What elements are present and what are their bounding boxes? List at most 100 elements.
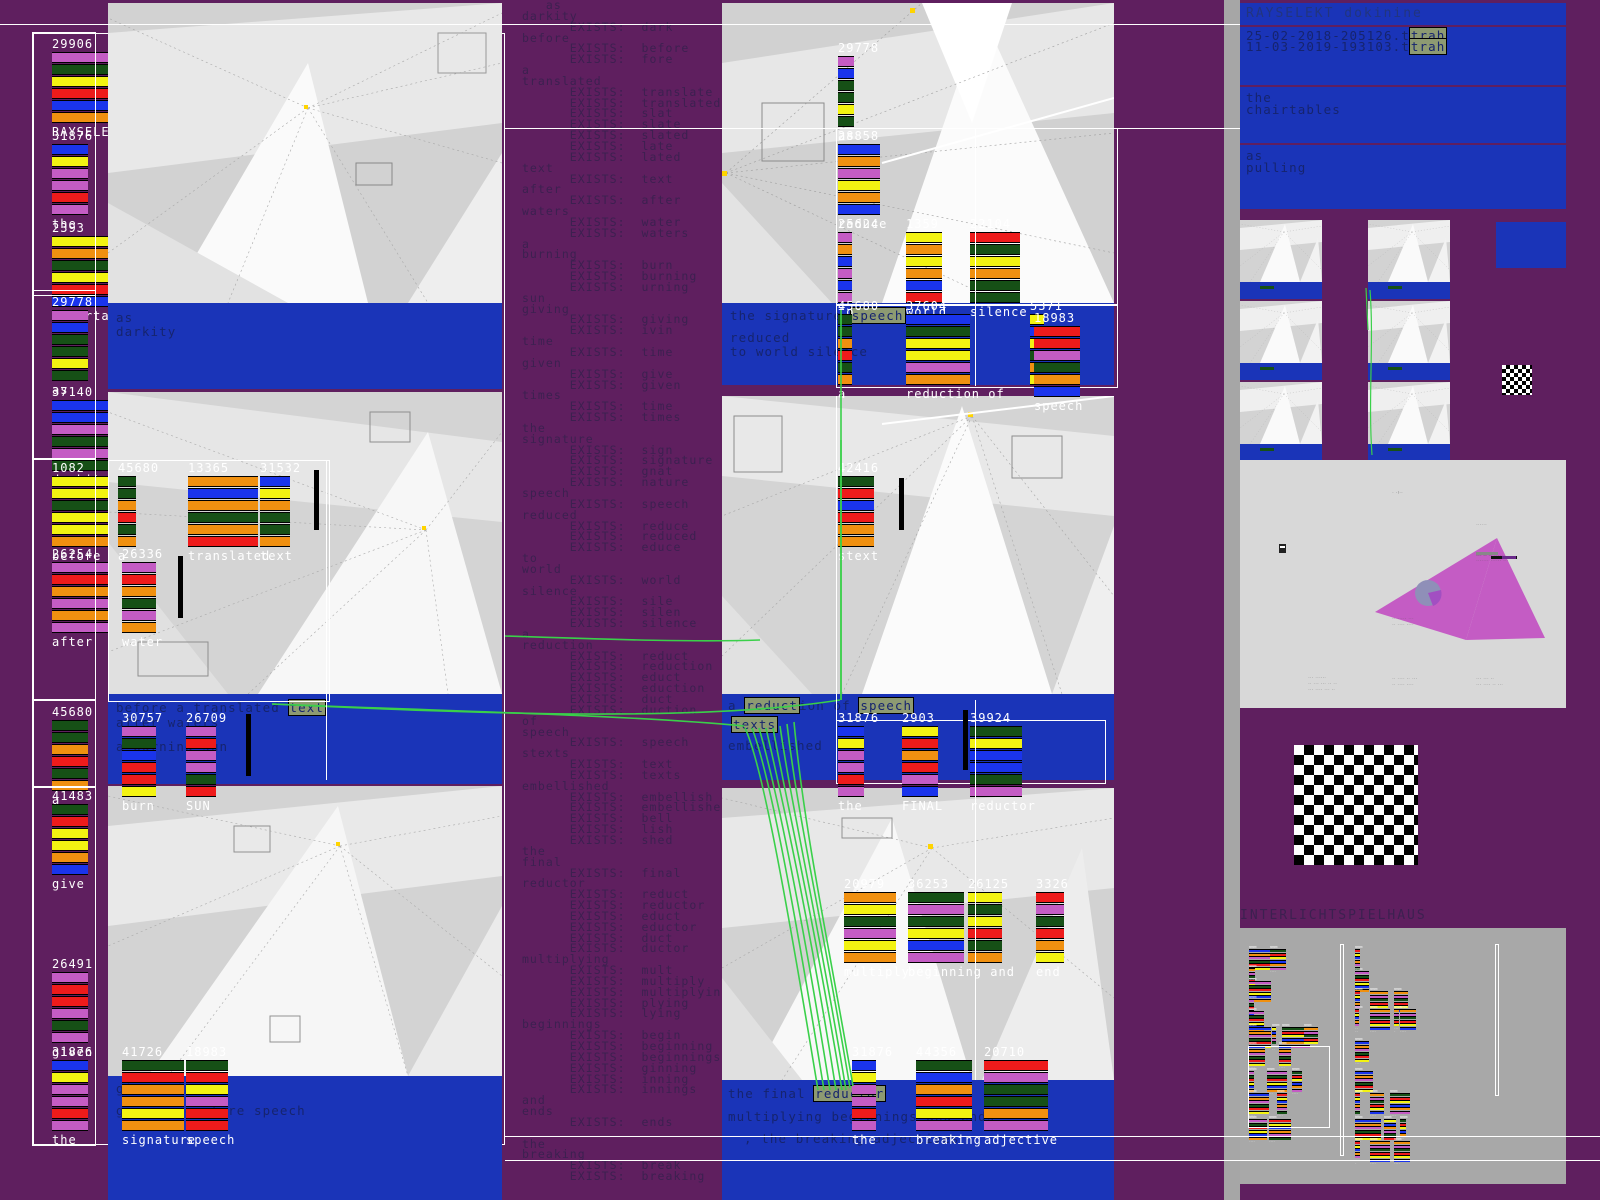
swatch-group-number: 26125 bbox=[968, 877, 1010, 891]
swatch-group[interactable]: 20710 adjective bbox=[984, 1046, 1058, 1147]
swatch-bar bbox=[186, 750, 216, 761]
swatch-bar bbox=[838, 762, 864, 773]
swatch-group[interactable]: 13365 translated bbox=[188, 462, 270, 563]
center-image-panel-2[interactable] bbox=[722, 396, 1114, 694]
swatch-group[interactable]: 41726 signature bbox=[122, 1046, 196, 1147]
swatch-group[interactable]: 31532 text bbox=[260, 462, 301, 563]
swatch-bar bbox=[844, 952, 896, 963]
swatch-group[interactable]: 28858 reduce bbox=[838, 130, 887, 231]
word-exists-list[interactable]: as darkity EXISTS: dark before EXISTS: b… bbox=[521, 0, 721, 1184]
left-image-panel-1[interactable] bbox=[108, 3, 502, 303]
swatch-group-label: multiply bbox=[844, 965, 910, 979]
swatch-group-number: 5371 bbox=[1030, 299, 1063, 313]
swatch-bar bbox=[186, 1108, 228, 1119]
tiny-figure-icon bbox=[1279, 544, 1286, 553]
caption-line: as bbox=[1246, 148, 1264, 163]
swatch-bar bbox=[52, 322, 88, 333]
swatch-bar bbox=[52, 296, 124, 307]
mini-layout-panel[interactable]: 00000----00000----00000----00000----0000… bbox=[1240, 928, 1566, 1184]
swatch-group[interactable]: 31876 the bbox=[852, 1046, 893, 1147]
swatch-bar bbox=[902, 762, 938, 773]
caption-tag[interactable]: speech bbox=[858, 697, 915, 714]
swatch-group[interactable]: 42416 stext bbox=[838, 462, 879, 563]
sidebar[interactable]: 29906 RAYSELEKT 31876 the 2393 chairtable 2977… bbox=[48, 0, 133, 1200]
swatch-bar bbox=[916, 1060, 972, 1071]
swatch-bar bbox=[838, 774, 864, 785]
swatch-bar bbox=[908, 916, 964, 927]
swatch-bar bbox=[52, 1008, 88, 1019]
right-side-strip-panel[interactable] bbox=[1496, 222, 1566, 268]
swatch-group[interactable]: 26709 SUN bbox=[186, 712, 227, 813]
right-thumbnail-grid[interactable] bbox=[1240, 220, 1530, 461]
right-doc-panel[interactable]: 25-02-2018-205126.ttrah 11-03-2019-19310… bbox=[1240, 27, 1566, 85]
swatch-group[interactable]: 18983 speech bbox=[1034, 312, 1083, 413]
sidebar-group-rayselekt[interactable]: 29906 RAYSELEKT bbox=[52, 38, 126, 139]
swatch-group[interactable]: 22104 silence bbox=[970, 218, 1028, 319]
swatch-bar bbox=[122, 786, 156, 797]
caption-tag[interactable]: speech bbox=[849, 307, 906, 324]
mini-panel-title: INTERLICHTSPIELHAUS bbox=[1240, 908, 1427, 923]
sidebar-group-the[interactable]: 31876 the bbox=[52, 130, 93, 231]
swatch-group[interactable]: 26336 water bbox=[122, 548, 163, 649]
swatch-bars bbox=[52, 971, 93, 1044]
swatch-bar bbox=[970, 244, 1020, 255]
swatch-group[interactable]: 31876 the bbox=[838, 712, 879, 813]
swatch-group[interactable]: 20979 multiply bbox=[844, 878, 910, 979]
left-image-panel-2[interactable] bbox=[108, 392, 502, 694]
swatch-group[interactable]: 1359 world bbox=[906, 218, 947, 319]
swatch-bar bbox=[188, 500, 258, 511]
thumbnail-cell[interactable] bbox=[1368, 382, 1450, 461]
swatch-bar bbox=[52, 852, 88, 863]
sidebar-group-given[interactable]: 26491 given bbox=[52, 958, 93, 1059]
left-image-panel-3[interactable] bbox=[108, 786, 502, 1076]
swatch-group[interactable]: 37604 reduction of bbox=[906, 300, 1005, 401]
sidebar-group-as[interactable]: 29778 as bbox=[52, 296, 93, 397]
swatch-group[interactable]: 45680 a bbox=[838, 300, 879, 401]
sidebar-group-after[interactable]: 26254 after bbox=[52, 548, 124, 649]
swatch-group[interactable]: 18983 speech bbox=[186, 1046, 235, 1147]
mini-swatch-group: 00000---- bbox=[1390, 1090, 1410, 1117]
thumbnail-cell[interactable] bbox=[1368, 301, 1450, 380]
render-preview-panel[interactable]: - -|-- ------ === == == ------ ------- -… bbox=[1240, 460, 1566, 708]
swatch-bar bbox=[844, 940, 896, 951]
swatch-group[interactable]: 36253 beginning and bbox=[908, 878, 1015, 979]
swatch-bar bbox=[970, 762, 1022, 773]
swatch-group-label: the bbox=[52, 217, 77, 231]
swatch-group-label: speech bbox=[1034, 399, 1084, 413]
swatch-group[interactable]: 3326 end bbox=[1036, 878, 1069, 979]
swatch-bar bbox=[186, 1072, 228, 1083]
swatch-group[interactable]: 44356 breaking bbox=[916, 1046, 982, 1147]
swatch-bar bbox=[52, 610, 124, 621]
caption-line: the signature speech bbox=[730, 307, 906, 324]
swatch-bar bbox=[52, 1060, 88, 1071]
swatch-group[interactable]: 45680 a bbox=[118, 462, 159, 563]
right-header-panel[interactable]: RAYSELEKT dokinine bbox=[1240, 3, 1566, 25]
right-caption-panel-2[interactable]: as pulling bbox=[1240, 145, 1566, 209]
swatch-group[interactable]: 26125 bbox=[968, 878, 1009, 965]
swatch-bar bbox=[968, 952, 1002, 963]
thumbnail-cell[interactable] bbox=[1240, 220, 1322, 299]
swatch-group-number: 1359 bbox=[906, 217, 939, 231]
swatch-bar bbox=[122, 726, 156, 737]
right-caption-panel-1[interactable]: the chairtables bbox=[1240, 87, 1566, 143]
swatch-group-label: end bbox=[1036, 965, 1061, 979]
thumbnail-cell[interactable] bbox=[1368, 220, 1450, 299]
thumbnail-cell[interactable] bbox=[1240, 301, 1322, 380]
sidebar-group-before[interactable]: 1082 before bbox=[52, 462, 124, 563]
doc-tag[interactable]: trah bbox=[1408, 38, 1448, 55]
swatch-group[interactable]: 29778 as bbox=[838, 42, 879, 143]
sidebar-group-the[interactable]: 31876 the bbox=[52, 1046, 93, 1147]
swatch-bar bbox=[188, 524, 258, 535]
swatch-bar bbox=[1036, 952, 1064, 963]
sidebar-group-a[interactable]: 45680 a bbox=[52, 706, 93, 807]
swatch-group[interactable]: 30757 burn bbox=[122, 712, 163, 813]
swatch-bar bbox=[902, 750, 938, 761]
thumbnail-cell[interactable] bbox=[1240, 382, 1322, 461]
sidebar-group-give[interactable]: 41483 give bbox=[52, 790, 93, 891]
swatch-group[interactable]: 2903 FINAL bbox=[902, 712, 943, 813]
left-caption-bar-1[interactable]: as darkity bbox=[108, 303, 502, 389]
swatch-bar bbox=[52, 828, 88, 839]
swatch-group-number: 26709 bbox=[186, 711, 228, 725]
swatch-group[interactable]: 39924 reductor bbox=[970, 712, 1036, 813]
